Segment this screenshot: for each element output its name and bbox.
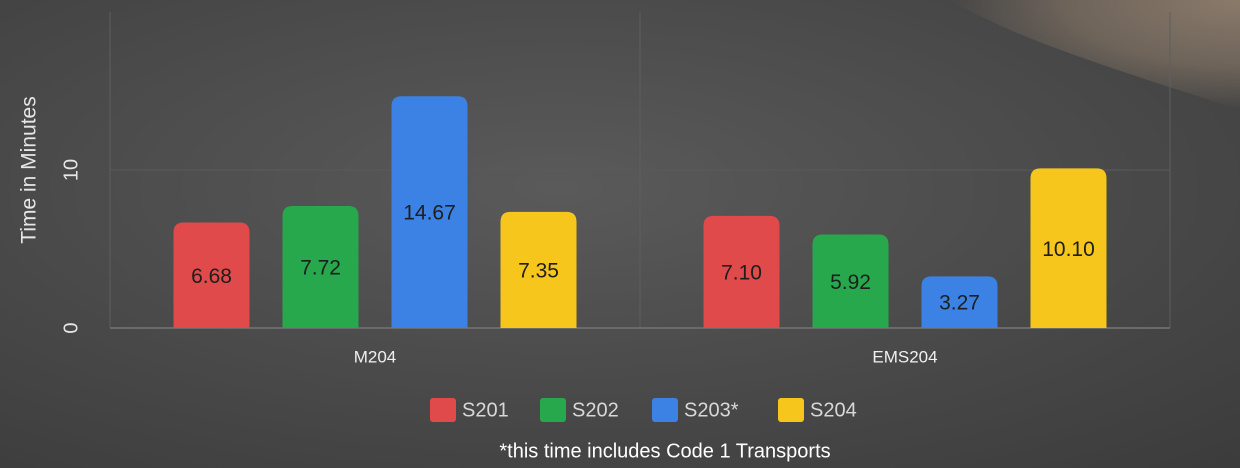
legend-label: S201 — [462, 399, 509, 421]
bar — [500, 211, 577, 328]
bar — [282, 206, 359, 328]
legend-swatch — [778, 398, 804, 422]
bar — [1030, 168, 1107, 328]
gravel-patch — [950, 0, 1240, 110]
bar — [812, 234, 889, 328]
value-label: 10.10 — [1042, 238, 1095, 261]
legend-label: S202 — [572, 399, 619, 421]
y-tick-label: 10 — [60, 159, 82, 181]
bar — [921, 276, 998, 328]
y-axis-label: Time in Minutes — [18, 96, 41, 243]
value-label: 14.67 — [403, 202, 456, 225]
y-tick-label: 0 — [60, 322, 82, 333]
bar — [391, 96, 468, 329]
bar — [703, 215, 780, 328]
legend-swatch — [540, 398, 566, 422]
value-label: 6.68 — [191, 265, 232, 288]
legend-swatch — [430, 398, 456, 422]
footnote: *this time includes Code 1 Transports — [499, 440, 830, 462]
bar — [173, 222, 250, 328]
legend-label: S204 — [810, 399, 857, 421]
value-label: 7.72 — [300, 257, 341, 280]
x-tick-label: EMS204 — [872, 347, 937, 366]
legend-label: S203* — [684, 399, 739, 421]
value-label: 7.35 — [518, 259, 559, 282]
x-tick-label: M204 — [354, 347, 397, 366]
value-label: 5.92 — [830, 271, 871, 294]
value-label: 3.27 — [939, 292, 980, 315]
value-label: 7.10 — [721, 261, 762, 284]
legend-swatch — [652, 398, 678, 422]
